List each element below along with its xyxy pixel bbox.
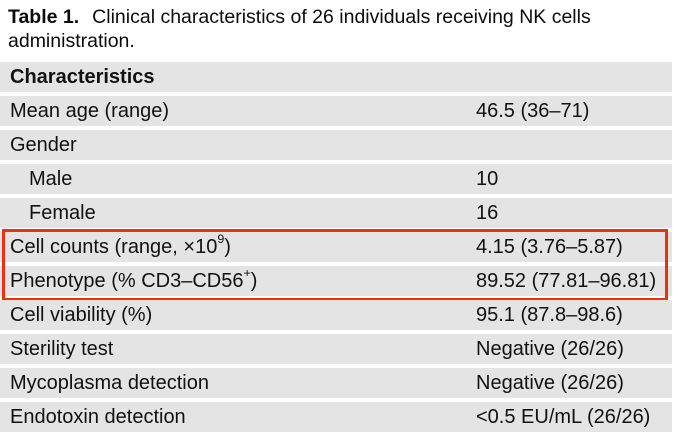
table-row: Mycoplasma detection Negative (26/26) (0, 368, 672, 398)
table-row: Gender (0, 130, 672, 160)
row-label: Endotoxin detection (10, 406, 186, 428)
row-label: Female (29, 202, 96, 224)
table-caption-label: Table 1. (8, 6, 80, 28)
row-value: 95.1 (87.8–98.6) (476, 304, 623, 326)
table-header-row: Characteristics (0, 62, 672, 92)
table-row: Female 16 (0, 198, 672, 228)
row-label: Male (29, 168, 73, 190)
row-label: Mycoplasma detection (10, 372, 209, 394)
row-value: 4.15 (3.76–5.87) (476, 236, 623, 258)
row-value: 46.5 (36–71) (476, 100, 590, 122)
row-value: <0.5 EU/mL (26/26) (476, 406, 651, 428)
row-label: Gender (10, 134, 77, 156)
row-value: 89.52 (77.81–96.81) (476, 270, 657, 292)
row-label: Phenotype (% CD3–CD56+) (10, 266, 258, 292)
table-caption-text: Clinical characteristics of 26 individua… (8, 6, 591, 52)
highlight-box: Cell counts (range, ×109) 4.15 (3.76–5.8… (0, 229, 672, 301)
table-row: Endotoxin detection <0.5 EU/mL (26/26) (0, 402, 672, 432)
clinical-characteristics-table: Characteristics Mean age (range) 46.5 (3… (0, 62, 672, 432)
table-row: Male 10 (0, 164, 672, 194)
row-label: Mean age (range) (10, 100, 169, 122)
table-row: Phenotype (% CD3–CD56+) 89.52 (77.81–96.… (0, 266, 672, 296)
row-value: 10 (476, 168, 499, 190)
row-label: Cell counts (range, ×109) (10, 232, 231, 258)
table-row: Mean age (range) 46.5 (36–71) (0, 96, 672, 126)
table-caption: Table 1. Clinical characteristics of 26 i… (0, 0, 660, 53)
row-value: Negative (26/26) (476, 372, 624, 394)
table-row: Cell viability (%) 95.1 (87.8–98.6) (0, 300, 672, 330)
table-header-label: Characteristics (10, 66, 155, 88)
row-value: 16 (476, 202, 499, 224)
row-label: Cell viability (%) (10, 304, 153, 326)
table-body: Mean age (range) 46.5 (36–71) Gender Mal… (0, 96, 672, 432)
row-value: Negative (26/26) (476, 338, 624, 360)
row-label: Sterility test (10, 338, 114, 360)
table-row: Cell counts (range, ×109) 4.15 (3.76–5.8… (0, 232, 672, 262)
table-row: Sterility test Negative (26/26) (0, 334, 672, 364)
